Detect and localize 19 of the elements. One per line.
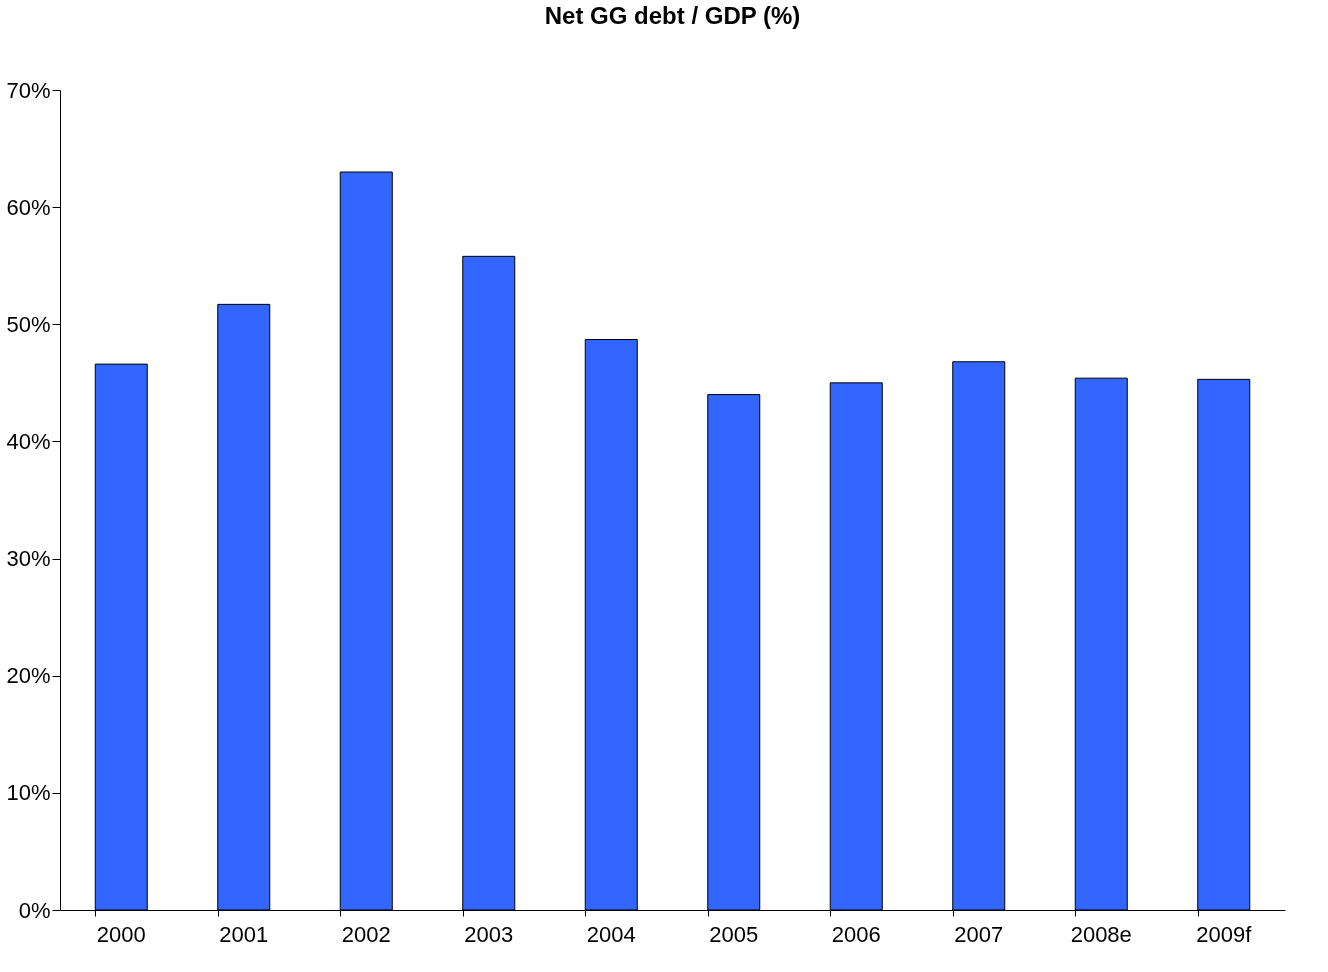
x-tick-label: 2005: [709, 921, 759, 947]
chart-title: Net GG debt / GDP (%): [544, 2, 801, 29]
x-tick-label: 2002: [341, 921, 391, 947]
x-tick-label: 2001: [219, 921, 269, 947]
y-tick-label: 70%: [6, 77, 51, 103]
x-tick-label: 2003: [464, 921, 514, 947]
x-tick-label: 2004: [586, 921, 636, 947]
x-tick-label: 2009f: [1196, 921, 1253, 947]
y-tick-label: 10%: [6, 780, 51, 806]
x-tick-label: 2008e: [1070, 921, 1132, 947]
x-tick-label: 2000: [96, 921, 146, 947]
y-tick-label: 50%: [6, 311, 51, 337]
y-tick-label: 20%: [6, 663, 51, 689]
y-tick-label: 30%: [6, 546, 51, 572]
y-tick-label: 0%: [18, 897, 51, 923]
x-tick-label: 2007: [954, 921, 1004, 947]
y-tick-label: 60%: [6, 194, 51, 220]
x-tick-label: 2006: [831, 921, 881, 947]
y-tick-label: 40%: [6, 428, 51, 454]
